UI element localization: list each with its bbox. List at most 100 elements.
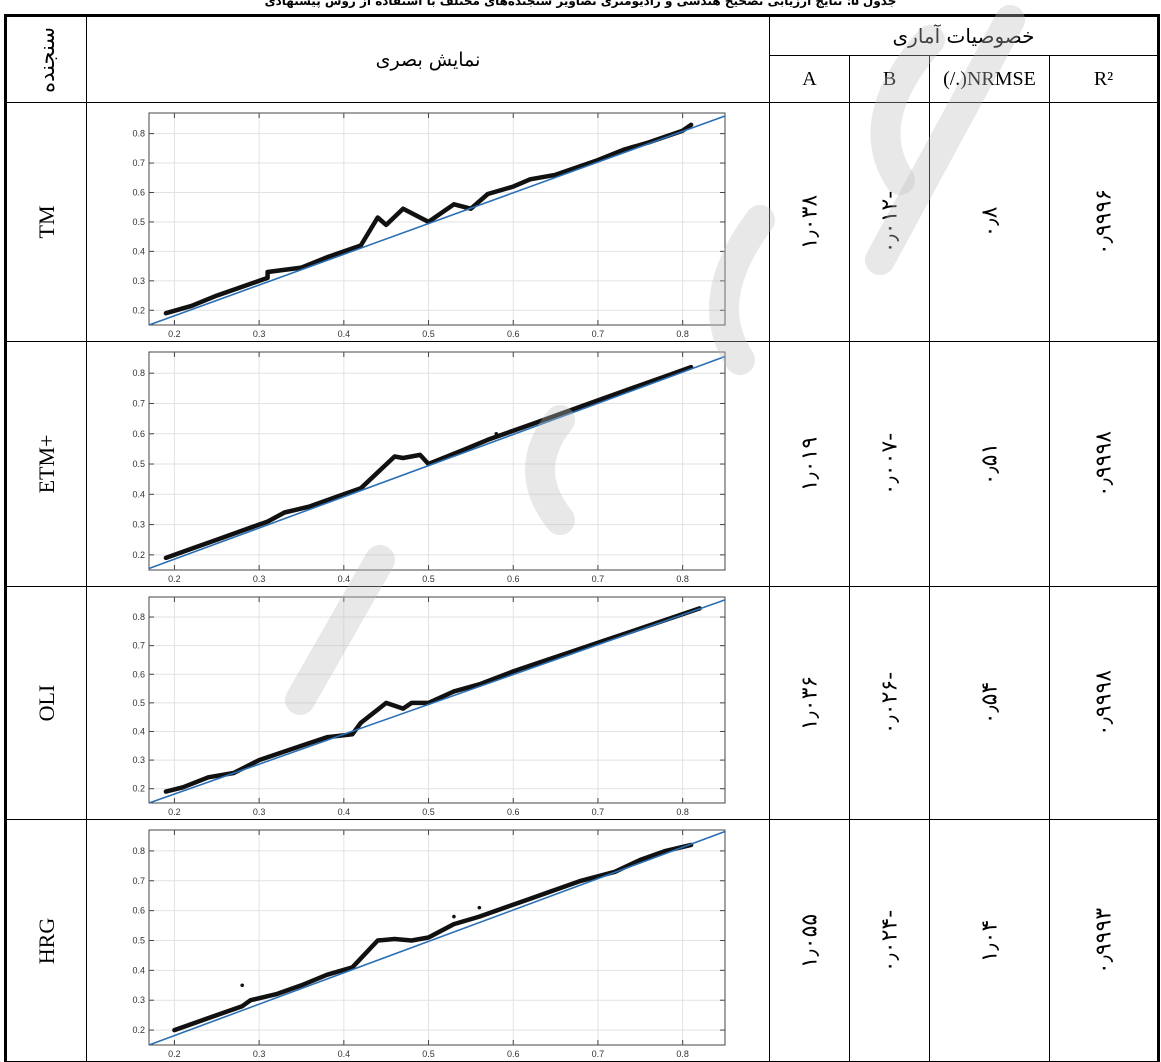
scatter-point <box>358 243 363 248</box>
scatter-point <box>689 122 693 127</box>
y-tick-label: 0.4 <box>132 726 145 736</box>
value-b: -۰٫۰۲۶ <box>849 586 930 820</box>
scatter-point <box>358 721 363 725</box>
y-tick-label: 0.4 <box>132 965 145 975</box>
x-tick-label: 0.7 <box>592 574 605 584</box>
scatter-point <box>299 743 304 748</box>
scatter-point <box>206 775 211 780</box>
scatter-point <box>299 265 304 270</box>
y-tick-label: 0.3 <box>132 276 145 286</box>
scatter-point <box>511 428 516 433</box>
outlier-point <box>418 453 422 457</box>
fit-line <box>148 599 726 804</box>
scatter-plot-etm: 0.2 0.3 0.4 0.5 0.6 0.7 0.8 0.2 0.3 0.4 0.5 0.6 0.7 0… <box>132 351 726 584</box>
table-row: OLI 0.2 0.3 0.4 0.5 0.6 0.7 0.8 0.2 0.3 0.4 0.5 0.6… <box>4 586 1161 820</box>
scatter-point <box>621 148 626 152</box>
scatter-point <box>553 413 558 418</box>
scatter-point <box>358 486 363 491</box>
header-sensor: سنجنده <box>34 26 59 93</box>
scatter-point <box>172 1028 177 1032</box>
x-tick-label: 0.4 <box>338 329 351 339</box>
y-tick-label: 0.7 <box>132 398 145 408</box>
outlier-point <box>375 938 380 943</box>
y-tick-label: 0.6 <box>132 429 145 439</box>
scatter-point <box>553 173 558 177</box>
x-tick-label: 0.4 <box>338 807 351 817</box>
value-b: -۰٫۰۱۲ <box>849 102 930 342</box>
scatter-point <box>265 519 270 524</box>
x-tick-label: 0.2 <box>168 1049 181 1059</box>
scatter-point <box>248 998 253 1003</box>
y-tick-label: 0.2 <box>132 550 145 560</box>
fit-line <box>148 355 726 570</box>
scatter-point <box>630 386 634 391</box>
outlier-point <box>401 706 405 711</box>
sensor-cell: HRG <box>4 819 87 1062</box>
value-nrmse: ۱٫۰۴ <box>929 819 1050 1062</box>
x-tick-label: 0.8 <box>676 329 689 339</box>
x-tick-label: 0.5 <box>422 329 435 339</box>
table-caption: جدول ۵: نتایج ارزیابی تصحیح هندسی و رادی… <box>264 0 897 8</box>
value-nrmse: ۰٫۵۴ <box>929 586 1050 820</box>
x-tick-label: 0.6 <box>507 807 520 817</box>
table-row: HRG 0.2 0.3 0.4 0.5 0.6 0.7 0.8 0.2 0.3 0.4 0.5 0.6… <box>4 819 1161 1062</box>
x-tick-label: 0.8 <box>676 574 689 584</box>
sensor-cell: TM <box>4 102 87 342</box>
value-nrmse: ۰٫۵۱ <box>929 341 1050 587</box>
outlier-point <box>375 215 380 220</box>
header-col-r2: R² <box>1048 55 1161 103</box>
scatter-plot-tm: 0.2 0.3 0.4 0.5 0.6 0.7 0.8 0.2 0.3 0.4 0.5 0.6 0.7 0… <box>132 112 726 339</box>
x-tick-label: 0.7 <box>592 1049 605 1059</box>
scatter-point <box>452 689 456 694</box>
fit-line <box>148 830 726 1046</box>
scatter-point <box>486 438 490 442</box>
scatter-point <box>265 270 270 274</box>
y-tick-label: 0.5 <box>132 217 145 227</box>
y-tick-label: 0.8 <box>132 368 145 378</box>
sensor-cell: ETM+ <box>4 341 87 587</box>
x-tick-label: 0.3 <box>253 574 266 584</box>
value-nrmse: ۰٫۸ <box>929 102 1050 342</box>
scatter-point <box>477 682 482 687</box>
header-visual-cell: نمایش بصری <box>86 14 770 103</box>
scatter-point <box>189 304 194 308</box>
sensor-cell: OLI <box>4 586 87 820</box>
y-tick-label: 0.7 <box>132 158 145 168</box>
scatter-point <box>299 983 304 988</box>
plot-cell-etm: 0.2 0.3 0.4 0.5 0.6 0.7 0.8 0.2 0.3 0.4 0.5 0.6 0.7 0… <box>86 341 770 587</box>
x-tick-label: 0.2 <box>168 574 181 584</box>
scatter-point <box>240 1004 244 1008</box>
scatter-point <box>164 789 168 794</box>
y-tick-label: 0.7 <box>132 876 145 886</box>
x-tick-label: 0.2 <box>168 329 181 339</box>
scatter-point <box>181 785 185 790</box>
scatter-point <box>257 758 261 762</box>
scatter-point <box>214 537 219 542</box>
scatter-point <box>452 922 456 926</box>
scatter-point <box>282 510 287 515</box>
x-tick-label: 0.2 <box>168 807 181 817</box>
y-tick-label: 0.3 <box>132 995 145 1005</box>
scatter-point <box>570 649 575 654</box>
scatter-point <box>240 284 244 289</box>
scatter-point <box>426 935 431 940</box>
header-col-nrmse: (/.)NRMSE <box>929 55 1050 103</box>
plot-cell-tm: 0.2 0.3 0.4 0.5 0.6 0.7 0.8 0.2 0.3 0.4 0.5 0.6 0.7 0… <box>86 102 770 342</box>
scatter-point <box>511 669 516 674</box>
outlier-point <box>240 983 244 988</box>
value-r2: ۰٫۹۹۹۶ <box>1048 102 1161 342</box>
scatter-point <box>409 938 414 943</box>
scatter-point <box>189 1022 194 1026</box>
scatter-point <box>325 735 329 739</box>
x-tick-label: 0.7 <box>592 329 605 339</box>
fit-line <box>148 115 726 326</box>
header-visual: نمایش بصری <box>375 48 481 71</box>
scatter-point <box>663 849 668 853</box>
x-tick-label: 0.3 <box>253 807 266 817</box>
header-sensor-cell: سنجنده <box>4 14 87 103</box>
scatter-point <box>477 914 482 919</box>
y-tick-label: 0.4 <box>132 489 145 499</box>
y-tick-label: 0.6 <box>132 906 145 916</box>
outlier-point <box>409 701 414 705</box>
